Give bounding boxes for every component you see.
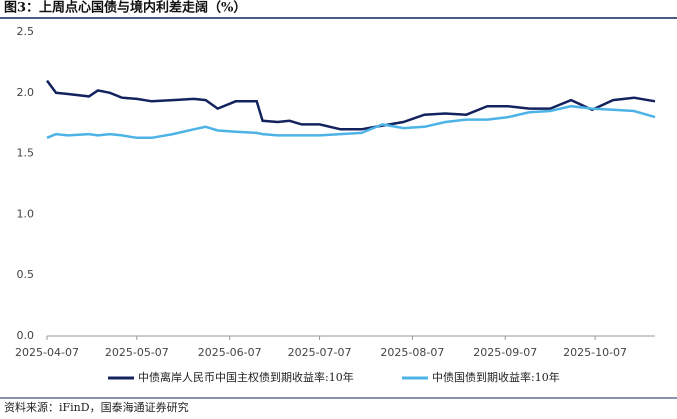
series-line xyxy=(45,79,656,131)
legend-label: 中债离岸人民币中国主权债到期收益率:10年 xyxy=(138,370,354,384)
legend-label: 中债国债到期收益率:10年 xyxy=(432,370,560,384)
y-tick-label: 2.5 xyxy=(17,25,35,38)
y-tick-label: 2.0 xyxy=(17,86,35,99)
x-tick-label: 2025-05-07 xyxy=(105,346,169,359)
source: 资料来源：iFinD，国泰海通证券研究 xyxy=(4,400,189,414)
x-tick-label: 2025-06-07 xyxy=(198,346,262,359)
x-tick-label: 2025-08-07 xyxy=(380,346,444,359)
y-tick-label: 1.5 xyxy=(17,147,35,160)
x-tick-label: 2025-04-07 xyxy=(15,346,79,359)
y-tick-label: 0.0 xyxy=(17,329,35,342)
chart-title: 图3：上周点心国债与境内利差走阔（%） xyxy=(4,0,246,16)
x-tick-label: 2025-07-07 xyxy=(288,346,352,359)
x-tick-label: 2025-10-07 xyxy=(563,346,627,359)
x-tick-label: 2025-09-07 xyxy=(473,346,537,359)
y-tick-label: 1.0 xyxy=(17,207,35,220)
series-line xyxy=(46,104,656,140)
y-tick-label: 0.5 xyxy=(17,268,35,281)
